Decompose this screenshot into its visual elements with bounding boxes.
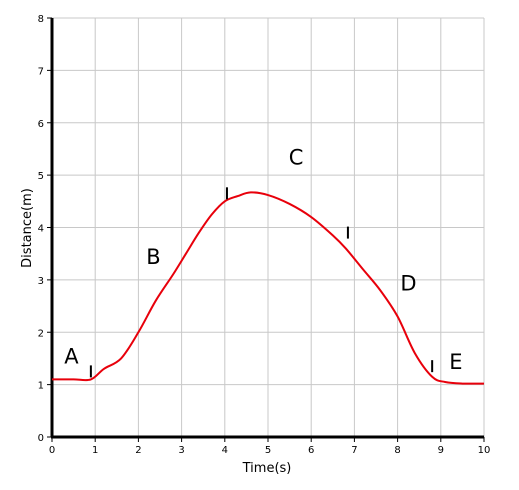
grid [51,17,485,438]
y-tick-label: 3 [38,276,44,287]
x-tick-label: 4 [222,445,228,456]
segment-label: B [146,245,160,269]
y-tick-label: 7 [38,66,44,77]
segment-label: C [289,146,304,170]
y-tick-label: 2 [38,328,44,339]
x-tick-label: 2 [135,445,141,456]
y-tick-label: 4 [38,224,44,235]
y-tick-label: 0 [38,433,44,444]
x-tick-label: 9 [438,445,444,456]
y-tick-label: 1 [38,381,44,392]
x-tick-label: 5 [265,445,271,456]
x-axis-title: Time(s) [242,461,292,476]
y-tick-label: 5 [38,171,44,182]
distance-series-line [51,191,485,385]
segment-label: A [64,345,79,369]
ticks: 0 1 2 3 4 5 6 7 8 9 10 0 1 2 3 4 5 6 7 8 [38,14,491,456]
x-tick-label: 1 [92,445,98,456]
x-tick-label: 6 [308,445,314,456]
y-tick-label: 6 [38,119,44,130]
plot-area [51,187,485,385]
x-tick-label: 8 [394,445,400,456]
segment-label: E [449,350,462,374]
x-tick-label: 10 [478,445,491,456]
x-tick-label: 3 [178,445,184,456]
y-tick-label: 8 [38,14,44,25]
y-axis-title: Distance(m) [20,188,35,268]
x-tick-label: 0 [49,445,55,456]
x-tick-label: 7 [351,445,357,456]
segment-labels: A B C D E [64,146,462,374]
segment-label: D [400,271,416,295]
